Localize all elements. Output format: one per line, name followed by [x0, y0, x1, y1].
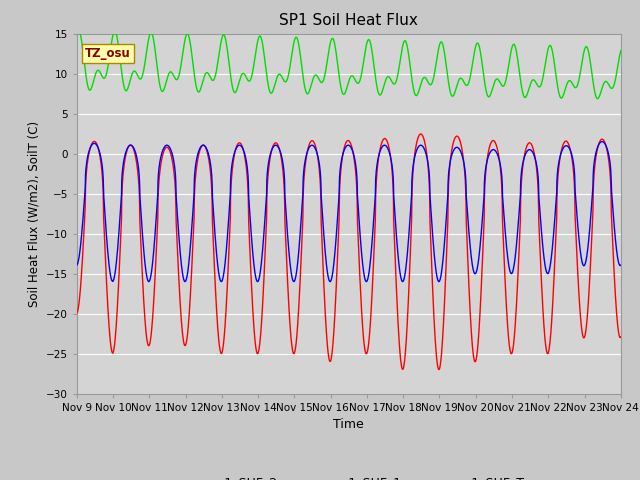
X-axis label: Time: Time [333, 418, 364, 431]
Text: TZ_osu: TZ_osu [85, 47, 131, 60]
Y-axis label: Soil Heat Flux (W/m2), SoilT (C): Soil Heat Flux (W/m2), SoilT (C) [28, 120, 40, 307]
Legend: sp1_SHF_2, sp1_SHF_1, sp1_SHF_T: sp1_SHF_2, sp1_SHF_1, sp1_SHF_T [168, 472, 529, 480]
Title: SP1 Soil Heat Flux: SP1 Soil Heat Flux [280, 13, 418, 28]
